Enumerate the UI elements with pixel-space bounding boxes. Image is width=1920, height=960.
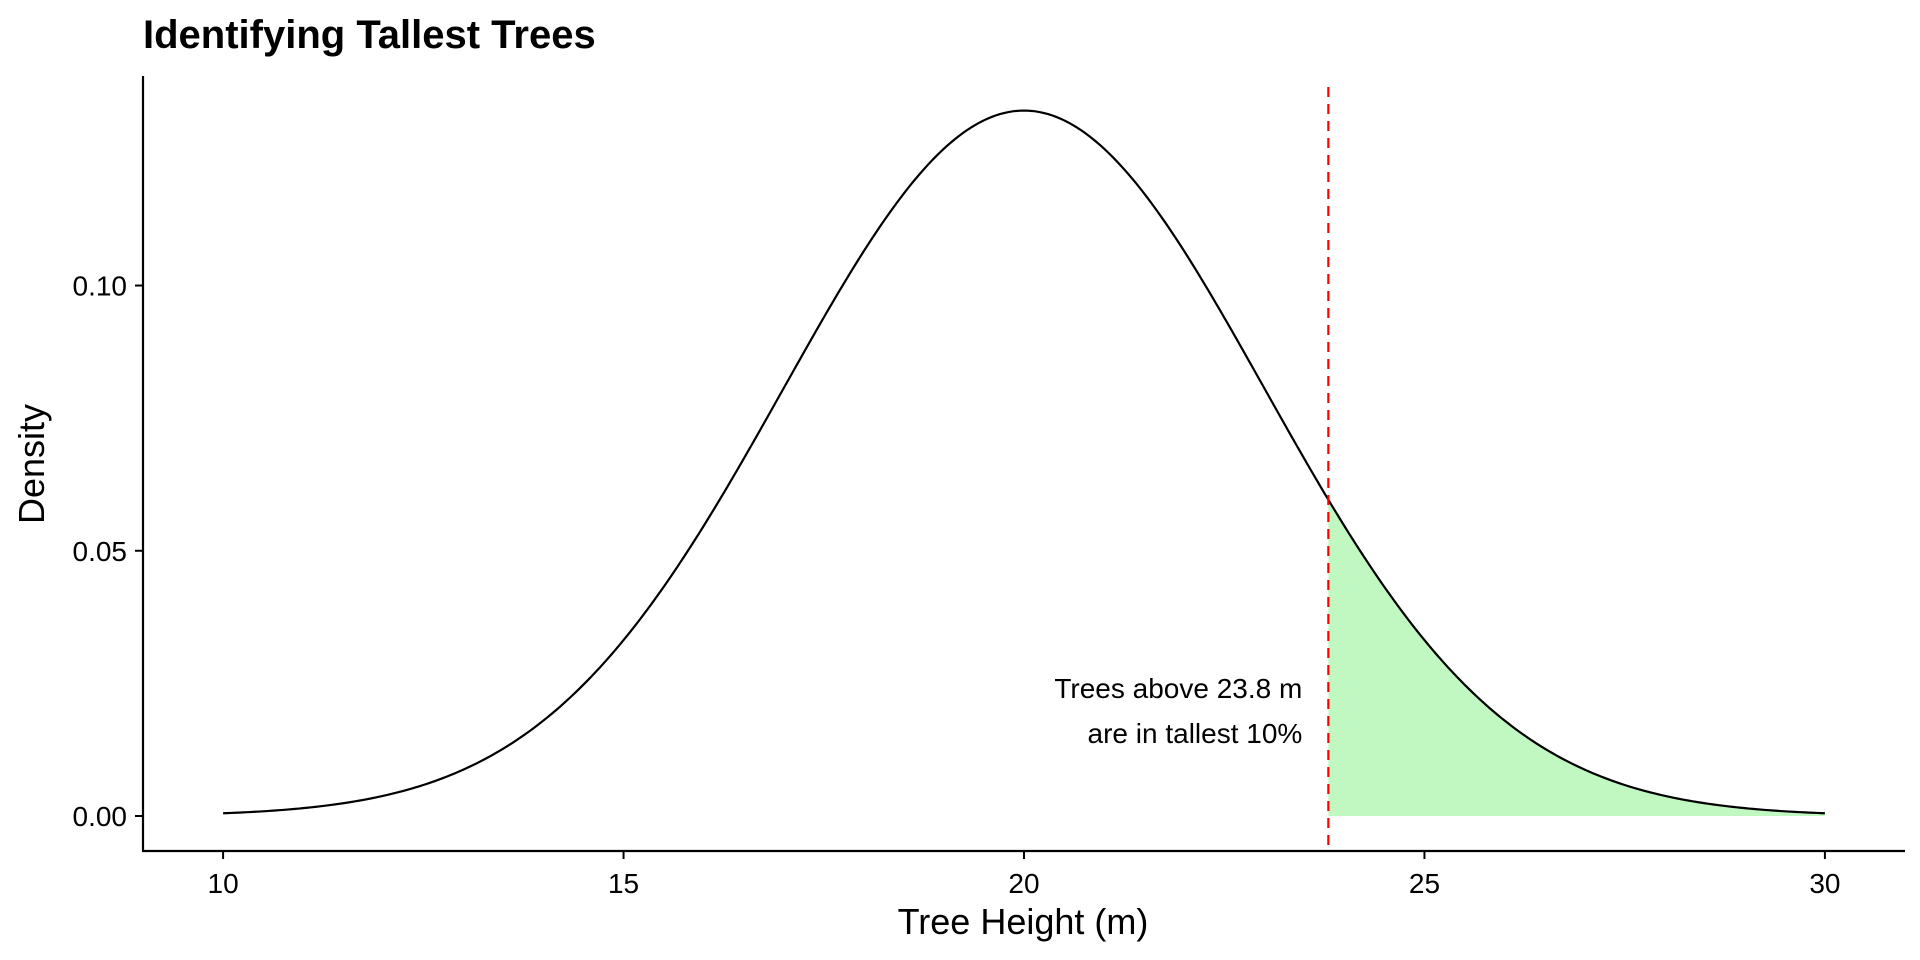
x-tick-label: 20: [1008, 868, 1039, 899]
x-tick-label: 25: [1409, 868, 1440, 899]
annotation-line-2: are in tallest 10%: [1088, 718, 1303, 749]
y-tick-label: 0.00: [73, 801, 128, 832]
x-axis-ticks: 10 15 20 25 30: [208, 851, 1840, 899]
x-tick-label: 15: [608, 868, 639, 899]
annotation-line-1: Trees above 23.8 m: [1054, 673, 1302, 704]
shaded-tail-area: [1328, 499, 1825, 816]
x-axis-title: Tree Height (m): [898, 901, 1149, 942]
y-tick-label: 0.05: [73, 536, 128, 567]
x-tick-label: 10: [208, 868, 239, 899]
chart-title: Identifying Tallest Trees: [143, 13, 596, 57]
x-tick-label: 30: [1809, 868, 1840, 899]
density-curve: [223, 109, 1825, 815]
plot-area: [223, 87, 1825, 851]
y-axis-ticks: 0.00 0.05 0.10: [73, 271, 143, 832]
y-axis-title: Density: [11, 404, 52, 524]
y-tick-label: 0.10: [73, 271, 128, 302]
